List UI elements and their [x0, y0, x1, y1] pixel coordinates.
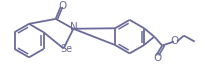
Text: O: O [153, 53, 161, 63]
Text: O: O [171, 36, 179, 46]
Text: Se: Se [60, 44, 73, 54]
Text: O: O [58, 1, 67, 11]
Text: N: N [70, 22, 77, 32]
